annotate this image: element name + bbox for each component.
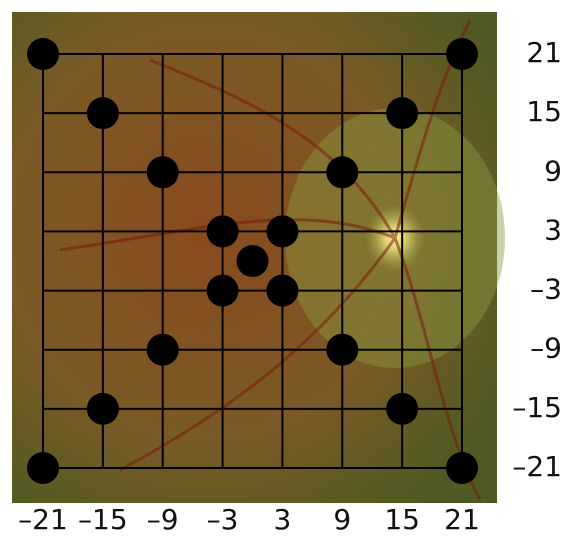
x-tick-label: –21 [18, 503, 68, 536]
y-tick-label: –3 [530, 273, 562, 306]
point [207, 215, 239, 247]
point [386, 97, 418, 129]
x-tick-label: –3 [207, 503, 239, 536]
y-tick-label: 21 [526, 36, 562, 69]
point [446, 452, 478, 484]
x-tick-label: 21 [444, 503, 480, 536]
point [27, 452, 59, 484]
x-tick-label: –9 [147, 503, 179, 536]
point [147, 156, 179, 188]
point [326, 156, 358, 188]
y-tick-label: –15 [512, 391, 562, 424]
point [87, 97, 119, 129]
x-tick-label: 9 [333, 503, 351, 536]
point [446, 38, 478, 70]
y-tick-label: –21 [512, 450, 562, 483]
y-tick-label: 15 [526, 95, 562, 128]
chart: –21 –15 –9 –3 3 9 15 21 21 15 9 3 –3 –9 –15 –21 [0, 0, 565, 537]
point [27, 38, 59, 70]
point [266, 275, 298, 307]
x-tick-label: 15 [384, 503, 420, 536]
x-tick-label: 3 [274, 503, 292, 536]
point [237, 245, 269, 277]
y-tick-label: 3 [544, 213, 562, 246]
point [207, 275, 239, 307]
point [87, 393, 119, 425]
y-tick-label: –9 [530, 332, 562, 365]
point [266, 215, 298, 247]
point [326, 334, 358, 366]
y-tick-label: 9 [544, 154, 562, 187]
x-tick-label: –15 [78, 503, 128, 536]
point [147, 334, 179, 366]
point [386, 393, 418, 425]
